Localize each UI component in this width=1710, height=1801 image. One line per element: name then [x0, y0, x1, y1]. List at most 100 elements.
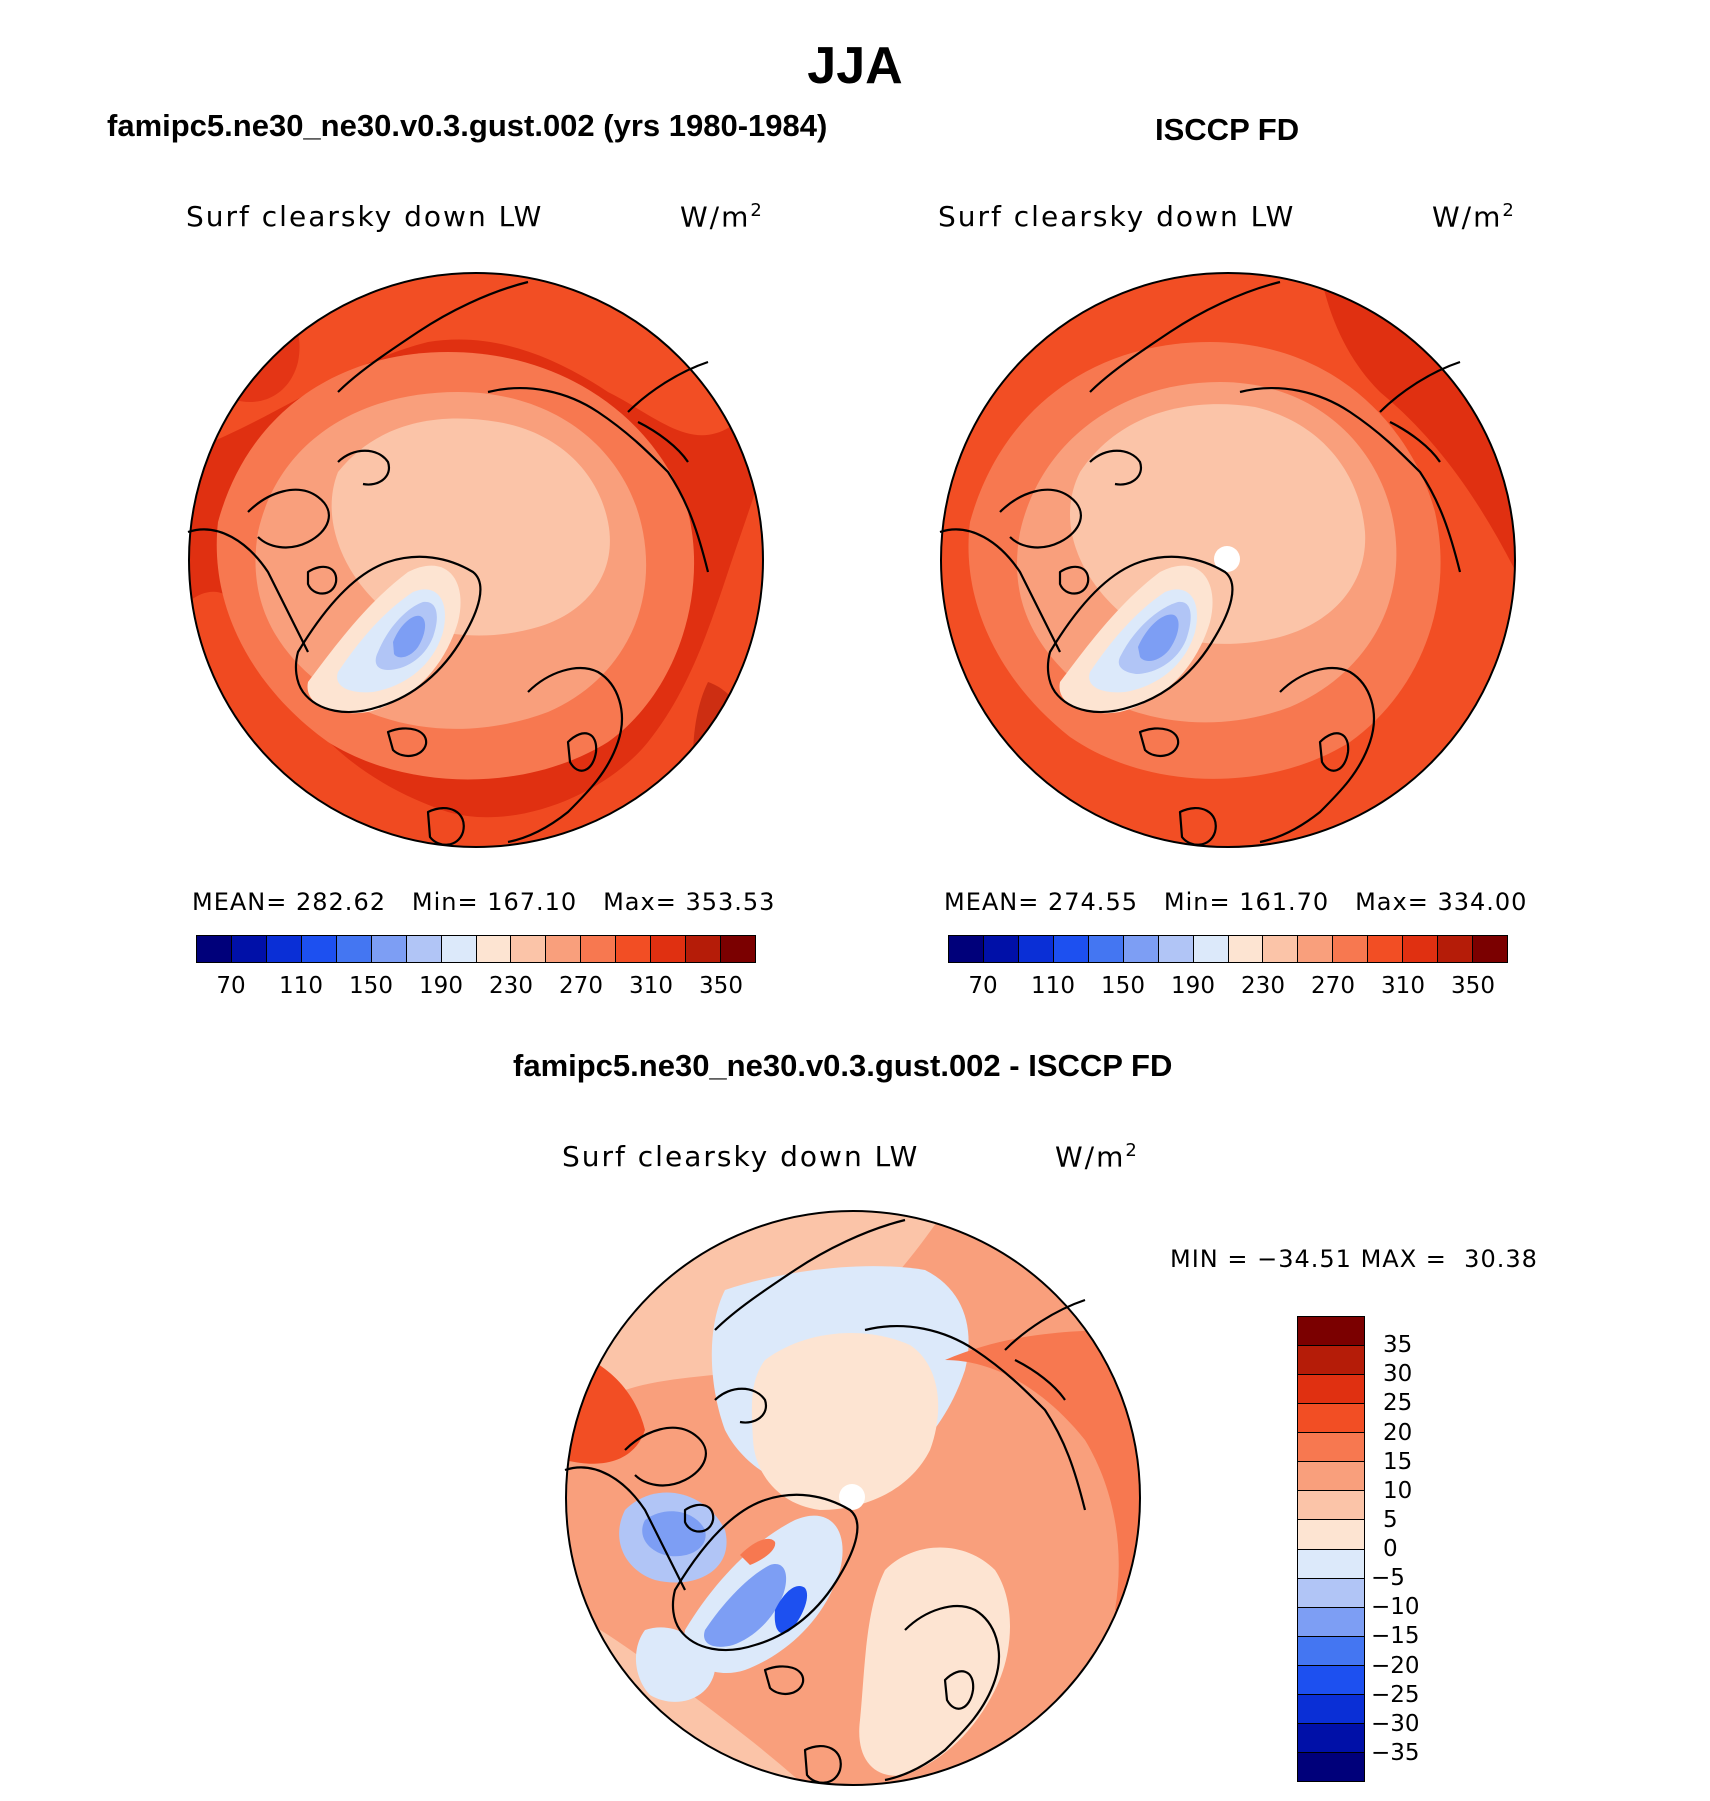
colorbar-tick-label: −10: [1371, 1594, 1420, 1621]
colorbar-tick-label: −35: [1371, 1739, 1420, 1766]
panel-model-subtitle: famipc5.ne30_ne30.v0.3.gust.002 (yrs 198…: [107, 108, 828, 143]
colorbar-tick-label: 190: [419, 973, 463, 999]
colorbar-swatch: [1263, 936, 1299, 962]
colorbar-swatch: [1298, 936, 1334, 962]
colorbar-tick-label: 350: [1451, 973, 1495, 999]
colorbar-swatch: [1403, 936, 1439, 962]
colorbar-swatch: [1298, 1520, 1364, 1550]
colorbar-swatch: [266, 936, 302, 962]
colorbar-swatch: [1298, 1607, 1364, 1637]
panel-obs-subtitle: ISCCP FD: [1155, 112, 1300, 147]
obs-map-boundary: [940, 272, 1516, 848]
colorbar-tick-label: 35: [1383, 1332, 1413, 1359]
colorbar-tick-label: 0: [1383, 1536, 1398, 1562]
colorbar-swatch: [1123, 936, 1159, 962]
colorbar-swatch: [1158, 936, 1194, 962]
figure-title: JJA: [807, 37, 903, 95]
colorbar-swatch: [1298, 1636, 1364, 1666]
panel-diff-stats: MIN = −34.51 MAX = 30.38: [1170, 1245, 1538, 1273]
diff-field-scandinavia-neutral: [859, 1547, 1010, 1776]
colorbar-swatch: [1333, 936, 1369, 962]
colorbar-swatch: [1298, 1752, 1364, 1781]
obs-coast-continents: [939, 280, 1462, 653]
colorbar-swatch: [1298, 1375, 1364, 1405]
colorbar-swatch: [1228, 936, 1264, 962]
model-greenland-core: [393, 615, 426, 658]
panel-obs-variable-label: Surf clearsky down LW: [938, 200, 1296, 233]
colorbar-swatch: [546, 936, 582, 962]
colorbar-swatch: [983, 936, 1019, 962]
colorbar-tick-label: 10: [1383, 1477, 1413, 1504]
colorbar-swatch: [1438, 936, 1474, 962]
panel-diff-variable-label: Surf clearsky down LW: [562, 1140, 920, 1173]
diff-field-hudson-core: [642, 1511, 706, 1557]
colorbar-tick-label: −15: [1371, 1623, 1420, 1650]
panel-model-colorbar: [196, 935, 756, 963]
colorbar-tick-label: 5: [1383, 1506, 1398, 1533]
colorbar-swatch: [721, 936, 755, 962]
colorbar-tick-label: 150: [349, 973, 393, 999]
panel-model-units-label: W/m2: [680, 200, 764, 234]
diff-coast-iceland-britain: [763, 1665, 842, 1784]
colorbar-swatch: [686, 936, 722, 962]
model-coast-scandinavia: [507, 667, 623, 844]
panel-diff-units-label: W/m2: [1055, 1140, 1139, 1174]
colorbar-swatch: [511, 936, 547, 962]
colorbar-tick-label: 30: [1383, 1361, 1413, 1388]
diff-coast-canadian-archipelago: [624, 1387, 768, 1533]
colorbar-swatch: [1298, 1723, 1364, 1753]
colorbar-tick-label: 310: [1381, 973, 1425, 999]
colorbar-tick-label: 230: [1241, 973, 1285, 999]
colorbar-swatch: [406, 936, 442, 962]
colorbar-tick-label: 270: [1311, 973, 1355, 999]
colorbar-swatch: [1473, 936, 1507, 962]
diff-coast-scandinavia: [884, 1605, 1000, 1782]
colorbar-swatch: [581, 936, 617, 962]
colorbar-tick-label: 270: [559, 973, 603, 999]
model-map-boundary: [188, 272, 764, 848]
colorbar-swatch: [949, 936, 984, 962]
colorbar-tick-label: 25: [1383, 1390, 1413, 1417]
model-coast-iceland-britain: [386, 727, 465, 846]
obs-coast-scandinavia: [1259, 667, 1375, 844]
model-field-north: [189, 273, 763, 452]
colorbar-swatch: [301, 936, 337, 962]
diff-coast-continents: [564, 1218, 1087, 1591]
colorbar-tick-label: 230: [489, 973, 533, 999]
model-coast-siberia: [627, 360, 709, 463]
panel-model-stats: MEAN= 282.62 Min= 167.10 Max= 353.53: [192, 888, 776, 916]
colorbar-tick-label: 150: [1101, 973, 1145, 999]
colorbar-swatch: [1298, 1433, 1364, 1463]
colorbar-tick-label: 70: [968, 973, 998, 999]
colorbar-tick-label: 20: [1383, 1419, 1413, 1446]
diff-coast-siberia: [1004, 1298, 1086, 1401]
model-coast-continents: [187, 280, 710, 653]
colorbar-tick-label: 310: [629, 973, 673, 999]
panel-obs-colorbar: [948, 935, 1508, 963]
panel-diff-map: [564, 1210, 1141, 1786]
panel-obs-map: [939, 272, 1516, 848]
colorbar-tick-label: −25: [1371, 1681, 1420, 1708]
colorbar-swatch: [231, 936, 267, 962]
panel-diff-colorbar: [1297, 1316, 1365, 1782]
colorbar-swatch: [1298, 1346, 1364, 1376]
diff-field-siberia-warm: [945, 1330, 1140, 1610]
model-field-patch-se: [693, 682, 763, 847]
diff-field-greenland-core-a: [704, 1564, 787, 1647]
model-field-patch-nw: [204, 299, 300, 402]
panel-diff-subtitle: famipc5.ne30_ne30.v0.3.gust.002 - ISCCP …: [513, 1048, 1173, 1083]
colorbar-swatch: [616, 936, 652, 962]
panel-obs-stats: MEAN= 274.55 Min= 161.70 Max= 334.00: [944, 888, 1528, 916]
model-coast-greenland: [294, 555, 482, 714]
colorbar-swatch: [476, 936, 512, 962]
colorbar-tick-label: 15: [1383, 1448, 1413, 1475]
colorbar-swatch: [651, 936, 687, 962]
colorbar-swatch: [441, 936, 477, 962]
model-coast-canadian-archipelago: [247, 449, 391, 595]
diff-field-greenland-warm-streak: [740, 1538, 776, 1565]
colorbar-tick-label: 110: [1031, 973, 1075, 999]
colorbar-swatch: [1298, 1665, 1364, 1695]
diff-field-greenland-core-b: [774, 1586, 808, 1634]
colorbar-tick-label: 110: [279, 973, 323, 999]
diff-missing-pole-point: [839, 1484, 865, 1510]
